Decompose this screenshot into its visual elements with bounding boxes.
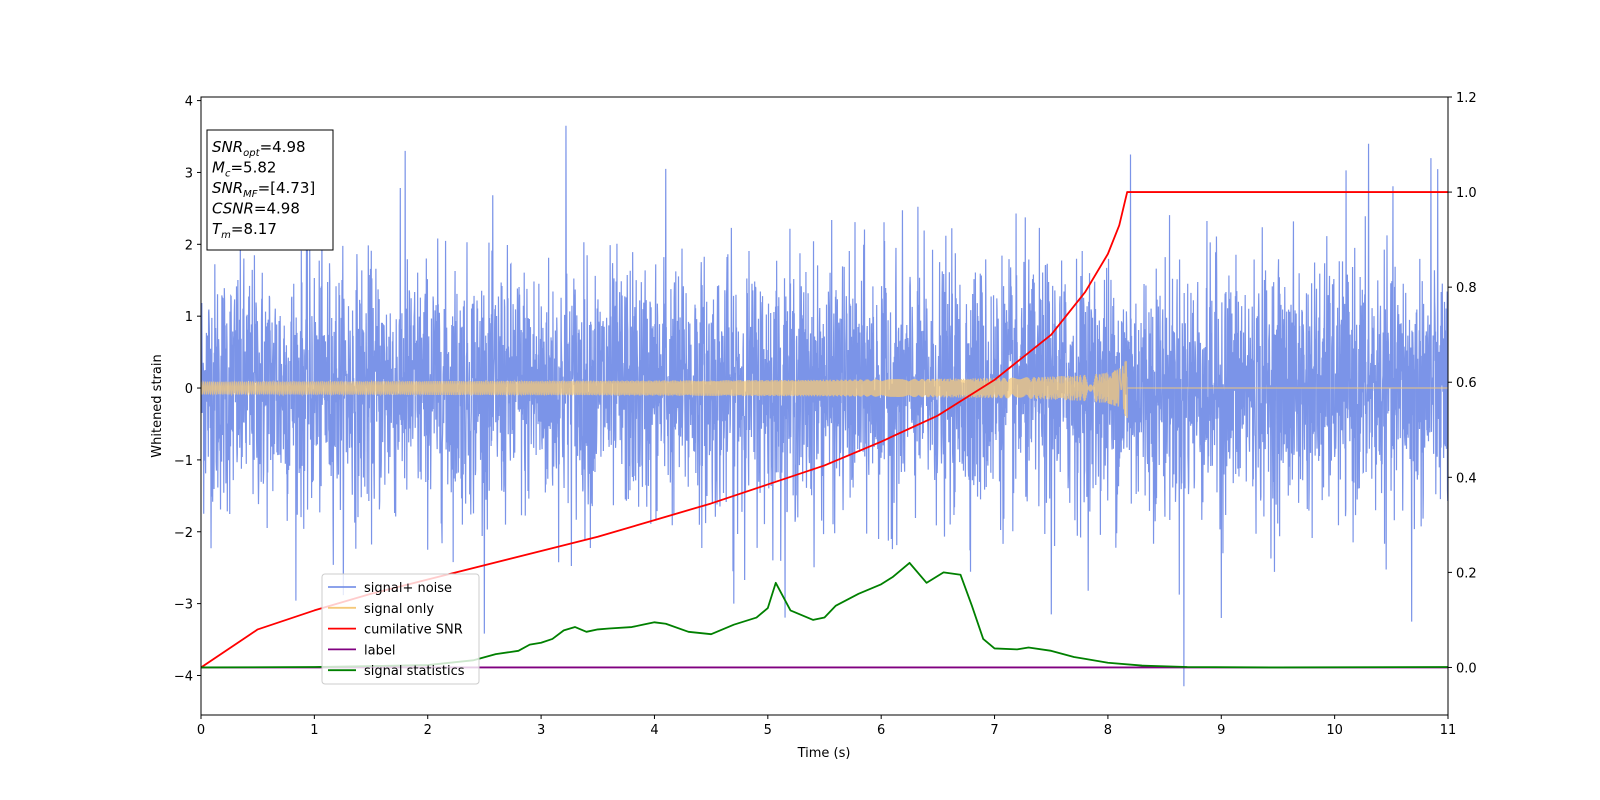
stats-line: Tm=8.17 (212, 220, 277, 241)
x-tick-label: 0 (197, 723, 205, 738)
stats-symbol: CSNR (212, 200, 254, 218)
y-right-tick-label: 0.8 (1456, 281, 1477, 296)
stats-line: Mc=5.82 (212, 159, 276, 180)
x-tick-label: 7 (990, 723, 998, 738)
stats-value: =5.82 (230, 159, 276, 177)
x-tick-label: 6 (877, 723, 885, 738)
series-line (201, 561, 1448, 669)
noise-line (201, 125, 1448, 687)
x-tick-label: 8 (1104, 723, 1112, 738)
stats-subscript: opt (243, 148, 260, 159)
y-left-tick-label: 3 (185, 166, 193, 181)
y-left-tick-label: −2 (174, 526, 193, 541)
stats-box-frame (206, 129, 334, 251)
y-left-tick-label: −1 (174, 454, 193, 469)
series-signal-noise (201, 125, 1448, 687)
x-tick-label: 4 (650, 723, 658, 738)
y-left-tick-label: −3 (174, 598, 193, 613)
series-signal-only (201, 360, 1448, 418)
legend-frame (321, 573, 480, 685)
legend-label: signal statistics (364, 664, 465, 679)
x-tick-label: 9 (1217, 723, 1225, 738)
y-axis-right: 1.2 1.0 0.8 0.6 0.4 0.2 0.0 (1448, 91, 1477, 676)
stats-symbol: T (212, 220, 223, 238)
y-left-tick-label: 0 (185, 382, 193, 397)
y-axis-left: 4 3 2 1 0 −1 −2 −3 −4 (174, 95, 201, 684)
stats-value: =8.17 (231, 220, 277, 238)
stats-line: SNRMF=[4.73] (212, 179, 315, 200)
y-left-tick-label: 2 (185, 238, 193, 253)
series-signal-statistics (201, 561, 1448, 669)
plot-frame (200, 96, 1449, 716)
stats-symbol: SNR (212, 138, 243, 156)
y-right-tick-label: 0.2 (1456, 566, 1477, 581)
legend-label: signal only (364, 602, 434, 617)
y-left-tick-label: −4 (174, 669, 193, 684)
x-tick-label: 5 (764, 723, 772, 738)
stats-line: SNRopt=4.98 (212, 138, 306, 159)
stats-box: SNRopt=4.98Mc=5.82SNRMF=[4.73]CSNR=4.98T… (206, 129, 334, 251)
x-tick-label: 2 (424, 723, 432, 738)
stats-value: =4.98 (254, 200, 300, 218)
stats-subscript: MF (243, 189, 258, 200)
stats-subscript: c (225, 169, 231, 180)
y-right-tick-label: 0.4 (1456, 471, 1477, 486)
x-tick-label: 1 (310, 723, 318, 738)
stats-symbol: SNR (212, 179, 243, 197)
stats-line: CSNR=4.98 (212, 200, 300, 218)
x-axis-label: Time (s) (797, 746, 851, 761)
y-left-tick-label: 1 (185, 310, 193, 325)
legend-label: signal+ noise (364, 581, 452, 596)
legend-label: cumilative SNR (364, 623, 463, 638)
chirp-line (201, 360, 1448, 418)
y-axis-label: Whitened strain (150, 354, 165, 457)
x-tick-label: 3 (537, 723, 545, 738)
x-tick-label: 10 (1326, 723, 1343, 738)
x-axis: 0 1 2 3 4 5 6 7 8 9 10 11 (197, 715, 1456, 738)
y-right-tick-label: 1.2 (1456, 91, 1477, 106)
stats-symbol: M (212, 159, 225, 177)
stats-value: =[4.73] (258, 179, 316, 197)
y-right-tick-label: 1.0 (1456, 186, 1477, 201)
x-tick-label: 11 (1440, 723, 1457, 738)
y-right-tick-label: 0.0 (1456, 661, 1477, 676)
y-left-tick-label: 4 (185, 95, 193, 110)
stats-subscript: m (221, 230, 231, 241)
legend: signal+ noise signal only cumilative SNR la… (321, 573, 480, 685)
y-right-tick-label: 0.6 (1456, 376, 1477, 391)
stats-value: =4.98 (260, 138, 306, 156)
legend-label: label (364, 643, 395, 658)
